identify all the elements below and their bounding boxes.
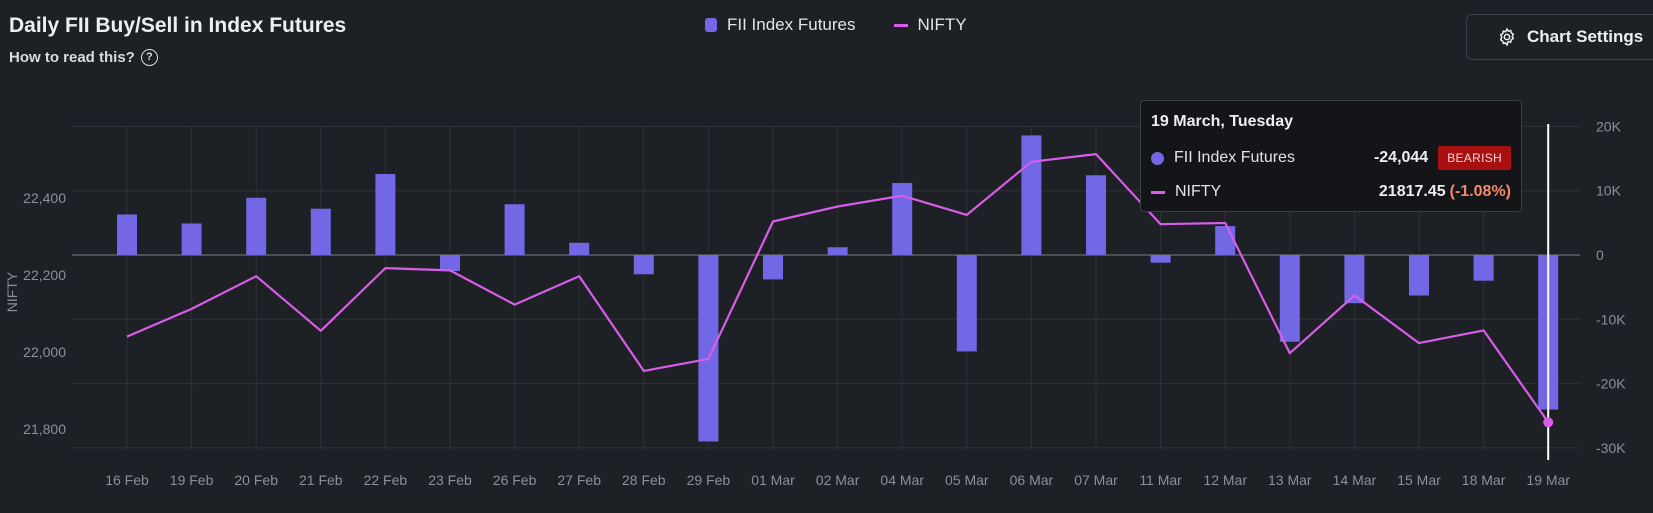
y-axis-left: 21,800 22,000 22,200 22,400: [23, 190, 66, 437]
y-right-tick-label: -30K: [1596, 440, 1626, 456]
legend-item-fii[interactable]: FII Index Futures: [705, 15, 856, 35]
x-tick-label: 16 Feb: [105, 472, 149, 488]
x-tick-label: 15 Mar: [1397, 472, 1441, 488]
x-tick-label: 28 Feb: [622, 472, 666, 488]
fii-bar: [956, 255, 977, 352]
tooltip-fii-value: -24,044: [1373, 149, 1429, 166]
tooltip-fii-swatch: [1151, 151, 1164, 165]
y-right-tick-label: 0: [1596, 247, 1604, 263]
tooltip-nifty-swatch: [1151, 190, 1165, 194]
how-to-read-link[interactable]: How to read this? ?: [9, 49, 158, 66]
tooltip-date: 19 March, Tuesday: [1151, 113, 1293, 130]
fii-bar: [246, 197, 267, 255]
x-tick-label: 18 Mar: [1462, 472, 1506, 488]
x-tick-label: 27 Feb: [557, 472, 601, 488]
fii-bar: [375, 173, 396, 255]
gear-icon: [1499, 27, 1515, 47]
x-tick-label: 22 Feb: [364, 472, 408, 488]
fii-bar: [440, 255, 460, 272]
fii-bar: [1150, 255, 1171, 263]
fii-bar: [892, 182, 913, 255]
x-tick-label: 04 Mar: [880, 472, 924, 488]
x-tick-label: 23 Feb: [428, 472, 472, 488]
y-right-tick-label: 20K: [1596, 118, 1622, 134]
fii-bar: [1086, 175, 1106, 255]
fii-bar: [181, 223, 202, 255]
x-tick-label: 12 Mar: [1203, 472, 1247, 488]
y-left-tick-label: 22,000: [23, 344, 66, 360]
x-tick-label: 29 Feb: [687, 472, 731, 488]
how-to-read-label: How to read this?: [9, 49, 135, 66]
tooltip-row-fii: FII Index Futures -24,044 BEARISH: [1151, 141, 1511, 175]
x-tick-label: 07 Mar: [1074, 472, 1118, 488]
y-left-tick-label: 21,800: [23, 421, 66, 437]
y-right-tick-label: -10K: [1596, 311, 1626, 327]
y-right-tick-label: 10K: [1596, 183, 1622, 199]
x-tick-label: 01 Mar: [751, 472, 795, 488]
tooltip-nifty-label: NIFTY: [1175, 183, 1222, 200]
x-tick-label: 19 Mar: [1526, 472, 1570, 488]
x-tick-label: 14 Mar: [1333, 472, 1377, 488]
x-tick-label: 19 Feb: [170, 472, 214, 488]
fii-bar: [569, 242, 590, 255]
fii-bar: [1344, 255, 1365, 304]
legend-item-nifty[interactable]: NIFTY: [893, 15, 967, 35]
tooltip-fii-label: FII Index Futures: [1174, 149, 1295, 166]
nifty-series-line: [126, 153, 1550, 423]
chart-settings-button[interactable]: Chart Settings: [1466, 14, 1653, 60]
tooltip-nifty-value: 21817.45: [1378, 183, 1446, 200]
legend-bar-swatch: [705, 18, 717, 32]
fii-bar: [1215, 226, 1236, 255]
fii-bar: [310, 208, 331, 255]
y-axis-right: 20K 10K 0 -10K -20K -30K: [1596, 118, 1626, 456]
chart-title: Daily FII Buy/Sell in Index Futures: [9, 14, 347, 37]
fii-bar: [1279, 255, 1300, 342]
x-axis-ticks: 16 Feb 19 Feb 20 Feb 21 Feb 22 Feb 23 Feb 26 F…: [105, 472, 1570, 488]
fii-bar: [633, 255, 654, 275]
fii-bar: [117, 214, 137, 255]
legend-line-swatch: [893, 23, 908, 27]
y-axis-left-label: NIFTY: [4, 271, 20, 312]
x-tick-label: 11 Mar: [1139, 472, 1182, 488]
x-tick-label: 20 Feb: [234, 472, 278, 488]
nifty-hover-point: [1543, 417, 1554, 428]
fii-bar: [1021, 135, 1042, 255]
tooltip-row-nifty: NIFTY 21817.45 (-1.08%): [1151, 175, 1511, 209]
y-left-tick-label: 22,400: [23, 190, 66, 206]
question-circle-icon[interactable]: ?: [140, 49, 158, 66]
y-right-tick-label: -20K: [1596, 376, 1626, 392]
x-tick-label: 21 Feb: [299, 472, 343, 488]
nifty-line: [126, 124, 1554, 460]
fii-bar: [1409, 255, 1429, 296]
x-tick-label: 13 Mar: [1268, 472, 1312, 488]
x-tick-label: 06 Mar: [1010, 472, 1054, 488]
fii-bars: [117, 135, 1559, 442]
legend-label-nifty: NIFTY: [917, 15, 967, 34]
fii-bar: [827, 247, 848, 255]
fii-bar: [698, 255, 719, 442]
x-tick-label: 26 Feb: [493, 472, 537, 488]
hover-tooltip: 19 March, Tuesday FII Index Futures -24,…: [1140, 100, 1522, 212]
chart-settings-label: Chart Settings: [1527, 27, 1644, 46]
fii-bar: [504, 204, 525, 255]
y-left-tick-label: 22,200: [23, 267, 66, 283]
legend-label-fii: FII Index Futures: [727, 15, 856, 34]
x-tick-label: 02 Mar: [816, 472, 860, 488]
fii-bar: [763, 255, 783, 280]
chart-legend: FII Index Futures NIFTY: [705, 15, 967, 35]
fii-bar: [1473, 255, 1494, 281]
x-tick-label: 05 Mar: [945, 472, 989, 488]
bearish-badge: BEARISH: [1438, 146, 1511, 170]
tooltip-nifty-change: (-1.08%): [1449, 183, 1511, 200]
